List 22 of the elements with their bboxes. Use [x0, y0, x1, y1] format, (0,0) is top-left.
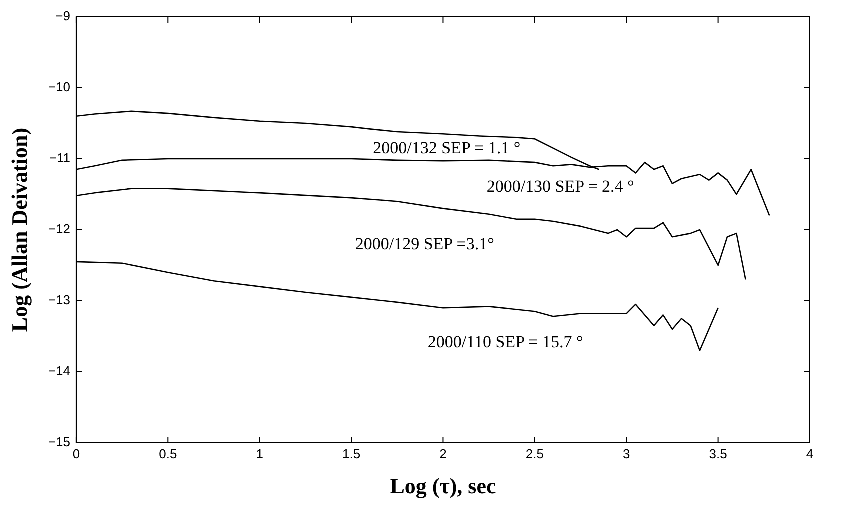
x-axis-title: Log (τ), sec	[390, 473, 496, 498]
y-tick-label: −10	[48, 80, 70, 95]
y-tick-label: −14	[48, 364, 70, 379]
x-tick-label: 3.5	[709, 446, 728, 462]
series-label: 2000/132 SEP = 1.1 °	[373, 138, 521, 158]
x-tick-label: 4	[806, 446, 814, 462]
x-tick-label: 1.5	[342, 446, 361, 462]
y-tick-label: −15	[48, 434, 70, 450]
y-tick-label: −12	[48, 222, 70, 237]
x-tick-label: 3	[622, 446, 630, 462]
y-axis-title: Log (Allan Deivation)	[6, 128, 32, 332]
x-tick-label: 2	[440, 446, 447, 462]
x-tick-label: 0.5	[159, 446, 178, 462]
y-tick-label: −13	[48, 292, 70, 308]
series-label: 2000/110 SEP = 15.7 °	[428, 332, 584, 352]
series-label: 2000/130 SEP = 2.4 °	[486, 176, 634, 196]
y-tick-label: −9	[56, 8, 70, 24]
series-label: 2000/129 SEP =3.1°	[355, 234, 494, 254]
x-tick-label: 1	[256, 446, 264, 462]
y-tick-label: −11	[49, 150, 70, 166]
x-tick-label: 2.5	[526, 446, 544, 462]
x-tick-label: 0	[72, 446, 80, 462]
